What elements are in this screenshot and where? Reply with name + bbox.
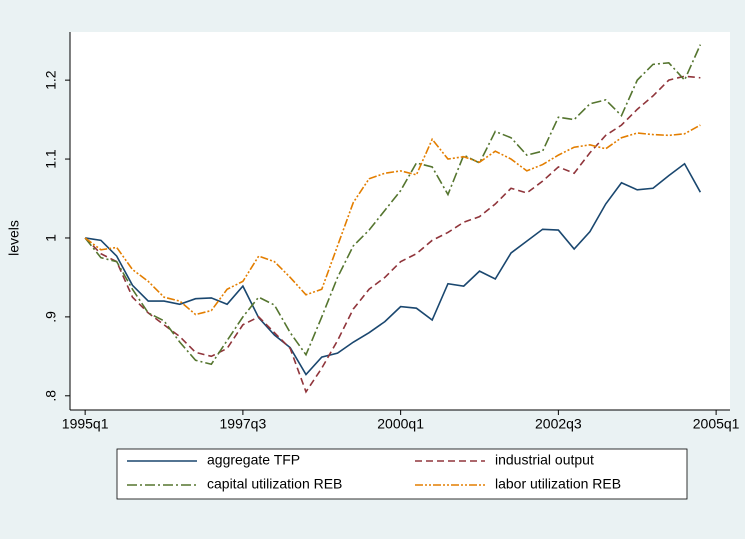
y-tick-label: 1.2 [43,70,59,90]
x-tick-label: 2005q1 [693,416,740,432]
legend [116,448,688,500]
series-line [84,124,701,316]
legend-label: labor utilization REB [495,476,621,492]
y-axis-label: levels [6,220,22,256]
series-line [84,44,702,366]
series-line [85,162,702,376]
y-tick-label: 1.1 [43,149,59,169]
y-tick-label: .8 [43,390,59,402]
y-tick-label: 1 [43,234,59,242]
y-tick-label: .9 [43,311,59,323]
series-line [84,75,701,394]
legend-label: aggregate TFP [207,452,300,468]
x-tick-label: 2000q1 [377,416,424,432]
x-tick-label: 2002q3 [535,416,582,432]
x-tick-label: 1995q1 [62,416,109,432]
legend-label: capital utilization REB [207,476,342,492]
plot-area [70,32,730,410]
x-tick-label: 1997q3 [220,416,267,432]
legend-label: industrial output [495,452,594,468]
